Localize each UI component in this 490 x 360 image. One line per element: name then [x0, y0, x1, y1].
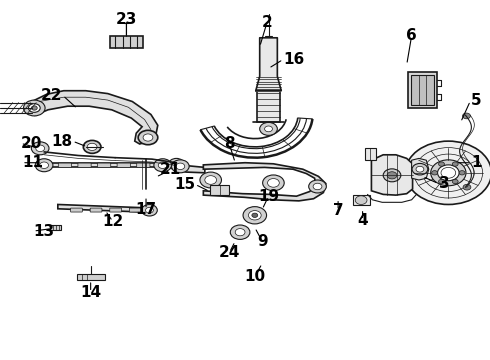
Polygon shape — [408, 72, 437, 108]
Circle shape — [248, 211, 261, 220]
Circle shape — [383, 169, 401, 182]
Circle shape — [83, 140, 101, 153]
FancyBboxPatch shape — [137, 163, 150, 167]
Circle shape — [355, 196, 367, 204]
Polygon shape — [175, 163, 205, 173]
Circle shape — [412, 163, 428, 175]
Text: 10: 10 — [244, 269, 266, 284]
Circle shape — [431, 160, 466, 186]
Circle shape — [459, 171, 465, 175]
Polygon shape — [411, 75, 434, 105]
Circle shape — [243, 207, 267, 224]
Circle shape — [268, 179, 279, 187]
Polygon shape — [33, 91, 158, 144]
Circle shape — [309, 180, 326, 193]
Circle shape — [439, 162, 444, 166]
Polygon shape — [77, 274, 105, 280]
FancyBboxPatch shape — [129, 208, 141, 212]
Circle shape — [439, 179, 444, 184]
Text: 5: 5 — [470, 93, 481, 108]
Text: 4: 4 — [357, 213, 368, 228]
Polygon shape — [58, 204, 153, 212]
Text: 20: 20 — [21, 136, 42, 151]
Text: 15: 15 — [174, 177, 195, 192]
Circle shape — [463, 113, 470, 119]
FancyBboxPatch shape — [71, 208, 82, 212]
FancyBboxPatch shape — [110, 208, 122, 212]
Text: 13: 13 — [33, 224, 54, 239]
Text: 9: 9 — [257, 234, 268, 249]
Text: 14: 14 — [80, 285, 101, 300]
Circle shape — [146, 207, 153, 213]
Polygon shape — [256, 38, 281, 91]
Circle shape — [154, 159, 172, 172]
Circle shape — [463, 184, 471, 190]
Text: 1: 1 — [471, 155, 482, 170]
Circle shape — [235, 229, 245, 236]
Circle shape — [158, 162, 167, 168]
Text: 24: 24 — [219, 245, 240, 260]
Circle shape — [452, 162, 458, 166]
Polygon shape — [353, 195, 370, 205]
Text: 18: 18 — [51, 134, 73, 149]
Text: 2: 2 — [262, 15, 272, 30]
Circle shape — [172, 160, 189, 173]
Circle shape — [452, 179, 458, 184]
Circle shape — [138, 130, 158, 145]
Circle shape — [87, 143, 97, 150]
Circle shape — [265, 126, 272, 132]
FancyBboxPatch shape — [117, 163, 130, 167]
Circle shape — [35, 159, 53, 172]
Text: 3: 3 — [439, 176, 449, 191]
FancyBboxPatch shape — [78, 163, 91, 167]
Polygon shape — [257, 91, 280, 122]
Circle shape — [200, 172, 221, 188]
Circle shape — [260, 122, 277, 135]
Polygon shape — [110, 36, 143, 48]
Circle shape — [40, 162, 49, 168]
Circle shape — [405, 141, 490, 204]
Polygon shape — [210, 185, 229, 195]
Circle shape — [31, 142, 49, 155]
Circle shape — [313, 183, 322, 190]
Text: 7: 7 — [333, 203, 343, 218]
Circle shape — [36, 145, 45, 152]
Circle shape — [205, 176, 217, 184]
Polygon shape — [50, 225, 61, 230]
Circle shape — [252, 213, 258, 217]
Text: 21: 21 — [160, 162, 181, 177]
Circle shape — [432, 171, 438, 175]
Text: 12: 12 — [102, 214, 123, 229]
Circle shape — [176, 163, 185, 170]
Text: 11: 11 — [22, 155, 43, 170]
Text: 19: 19 — [258, 189, 279, 204]
Circle shape — [31, 106, 37, 110]
Circle shape — [24, 100, 45, 116]
FancyBboxPatch shape — [58, 163, 72, 167]
Polygon shape — [203, 163, 326, 201]
Circle shape — [263, 175, 284, 191]
Text: 22: 22 — [41, 88, 63, 103]
FancyBboxPatch shape — [98, 163, 111, 167]
Text: 16: 16 — [283, 52, 304, 67]
Text: 8: 8 — [224, 136, 235, 152]
FancyBboxPatch shape — [90, 208, 102, 212]
Polygon shape — [371, 155, 413, 195]
Circle shape — [143, 134, 153, 141]
Circle shape — [387, 172, 397, 179]
Circle shape — [169, 158, 184, 170]
Polygon shape — [40, 163, 167, 167]
Circle shape — [142, 204, 157, 216]
Text: 17: 17 — [135, 202, 157, 217]
Circle shape — [438, 165, 459, 181]
Circle shape — [416, 166, 424, 172]
Circle shape — [28, 104, 40, 112]
Text: 6: 6 — [406, 28, 417, 44]
Text: 23: 23 — [116, 12, 137, 27]
Polygon shape — [412, 158, 429, 180]
Circle shape — [230, 225, 250, 239]
Polygon shape — [365, 148, 376, 160]
